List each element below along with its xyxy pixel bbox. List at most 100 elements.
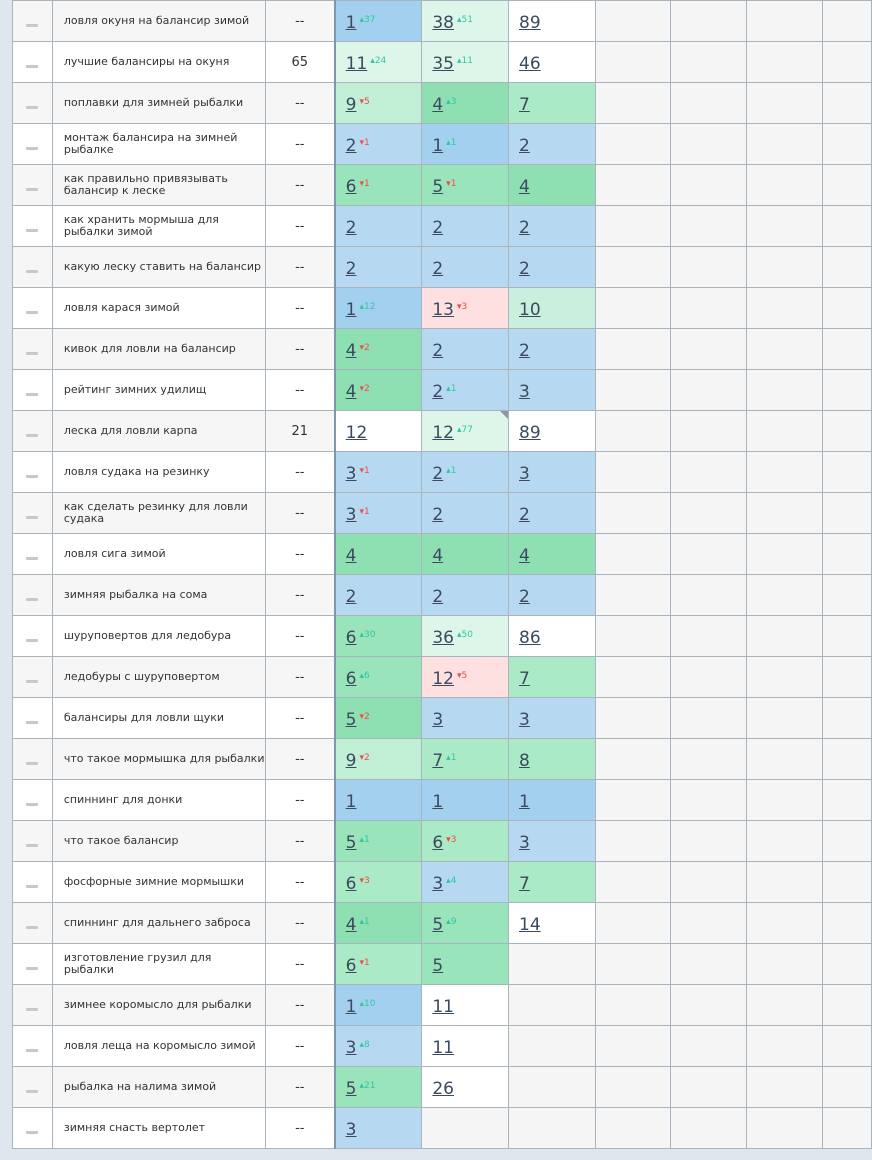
position-link[interactable]: 2 <box>519 136 530 156</box>
position-link[interactable]: 2 <box>345 218 357 238</box>
row-handle[interactable] <box>12 0 53 42</box>
position-link[interactable]: 4 <box>345 341 357 361</box>
row-handle[interactable] <box>12 738 53 780</box>
position-link[interactable]: 3 <box>345 505 357 525</box>
row-handle[interactable] <box>12 1025 53 1067</box>
row-handle[interactable] <box>12 1107 53 1149</box>
position-link[interactable]: 11 <box>432 997 454 1017</box>
position-link[interactable]: 1 <box>345 997 357 1017</box>
position-link[interactable]: 86 <box>519 628 541 648</box>
position-link[interactable]: 89 <box>519 13 541 33</box>
row-handle[interactable] <box>12 943 53 985</box>
position-link[interactable]: 38 <box>432 13 454 33</box>
row-handle[interactable] <box>12 861 53 903</box>
position-link[interactable]: 12 <box>432 423 454 443</box>
position-link[interactable]: 2 <box>432 382 444 402</box>
position-link[interactable]: 6 <box>345 874 357 894</box>
position-link[interactable]: 2 <box>519 218 530 238</box>
position-link[interactable]: 2 <box>519 341 530 361</box>
row-handle[interactable] <box>12 287 53 329</box>
position-link[interactable]: 13 <box>432 300 454 320</box>
position-link[interactable]: 3 <box>519 382 530 402</box>
position-link[interactable]: 7 <box>519 95 530 115</box>
position-link[interactable]: 2 <box>432 587 444 607</box>
position-link[interactable]: 9 <box>345 751 357 771</box>
position-link[interactable]: 3 <box>432 874 444 894</box>
position-link[interactable]: 2 <box>519 259 530 279</box>
position-link[interactable]: 8 <box>519 751 530 771</box>
position-link[interactable]: 6 <box>432 833 444 853</box>
position-link[interactable]: 12 <box>432 669 454 689</box>
position-link[interactable]: 5 <box>432 177 444 197</box>
position-link[interactable]: 11 <box>432 1038 454 1058</box>
position-link[interactable]: 2 <box>345 587 357 607</box>
position-link[interactable]: 6 <box>345 956 357 976</box>
position-link[interactable]: 10 <box>519 300 541 320</box>
row-handle[interactable] <box>12 697 53 739</box>
position-link[interactable]: 1 <box>432 136 444 156</box>
row-handle[interactable] <box>12 820 53 862</box>
position-link[interactable]: 12 <box>345 423 368 443</box>
position-link[interactable]: 7 <box>519 874 530 894</box>
position-link[interactable]: 6 <box>345 177 357 197</box>
row-handle[interactable] <box>12 246 53 288</box>
row-handle[interactable] <box>12 533 53 575</box>
position-link[interactable]: 3 <box>519 464 530 484</box>
position-link[interactable]: 1 <box>432 792 444 812</box>
position-link[interactable]: 2 <box>519 505 530 525</box>
position-link[interactable]: 4 <box>432 546 444 566</box>
position-link[interactable]: 6 <box>345 628 357 648</box>
row-handle[interactable] <box>12 82 53 124</box>
position-link[interactable]: 7 <box>519 669 530 689</box>
position-link[interactable]: 2 <box>345 136 357 156</box>
position-link[interactable]: 3 <box>345 1038 357 1058</box>
row-handle[interactable] <box>12 205 53 247</box>
position-link[interactable]: 4 <box>345 382 357 402</box>
position-link[interactable]: 4 <box>345 915 357 935</box>
position-link[interactable]: 5 <box>345 1079 357 1099</box>
position-link[interactable]: 36 <box>432 628 454 648</box>
position-link[interactable]: 2 <box>432 259 444 279</box>
row-handle[interactable] <box>12 656 53 698</box>
row-handle[interactable] <box>12 328 53 370</box>
position-link[interactable]: 2 <box>432 505 444 525</box>
position-link[interactable]: 46 <box>519 54 541 74</box>
position-link[interactable]: 4 <box>519 177 530 197</box>
position-link[interactable]: 4 <box>519 546 530 566</box>
row-handle[interactable] <box>12 1066 53 1108</box>
row-handle[interactable] <box>12 41 53 83</box>
position-link[interactable]: 7 <box>432 751 444 771</box>
row-handle[interactable] <box>12 779 53 821</box>
position-link[interactable]: 1 <box>345 300 357 320</box>
position-link[interactable]: 5 <box>432 956 444 976</box>
position-link[interactable]: 11 <box>345 54 368 74</box>
row-handle[interactable] <box>12 615 53 657</box>
position-link[interactable]: 35 <box>432 54 454 74</box>
position-link[interactable]: 3 <box>519 710 530 730</box>
row-handle[interactable] <box>12 984 53 1026</box>
position-link[interactable]: 26 <box>432 1079 454 1099</box>
position-link[interactable]: 1 <box>345 792 357 812</box>
position-link[interactable]: 89 <box>519 423 541 443</box>
position-link[interactable]: 3 <box>519 833 530 853</box>
position-link[interactable]: 4 <box>432 95 444 115</box>
row-handle[interactable] <box>12 164 53 206</box>
row-handle[interactable] <box>12 123 53 165</box>
row-handle[interactable] <box>12 492 53 534</box>
row-handle[interactable] <box>12 451 53 493</box>
position-link[interactable]: 5 <box>432 915 444 935</box>
position-link[interactable]: 1 <box>519 792 530 812</box>
position-link[interactable]: 3 <box>432 710 444 730</box>
position-link[interactable]: 3 <box>345 464 357 484</box>
position-link[interactable]: 14 <box>519 915 541 935</box>
position-link[interactable]: 2 <box>345 259 357 279</box>
row-handle[interactable] <box>12 574 53 616</box>
row-handle[interactable] <box>12 410 53 452</box>
position-link[interactable]: 3 <box>345 1120 357 1140</box>
position-link[interactable]: 6 <box>345 669 357 689</box>
position-link[interactable]: 5 <box>345 833 357 853</box>
row-handle[interactable] <box>12 369 53 411</box>
position-link[interactable]: 2 <box>432 218 444 238</box>
position-link[interactable]: 2 <box>432 464 444 484</box>
position-link[interactable]: 1 <box>345 13 357 33</box>
